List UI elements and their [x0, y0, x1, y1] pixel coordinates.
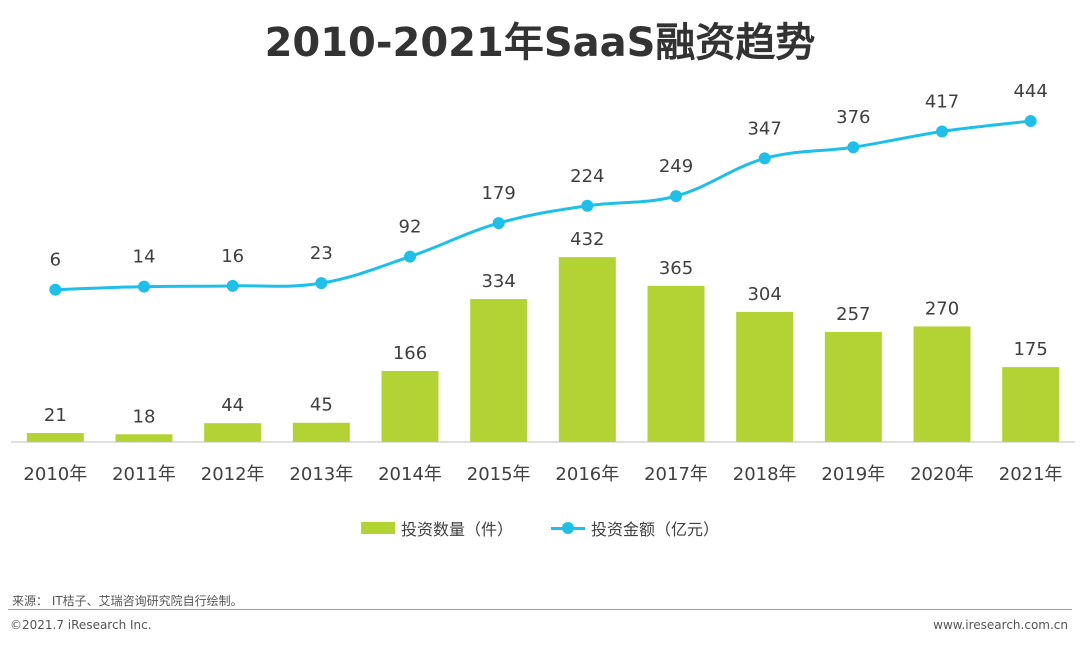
copyright-text: ©2021.7 iResearch Inc. — [10, 618, 152, 632]
x-tick-label: 2013年 — [289, 464, 353, 485]
line-point — [315, 277, 328, 290]
legend-item-line: 投资金额（亿元） — [551, 516, 719, 540]
line-data-label: 444 — [1013, 81, 1047, 102]
bar-data-label: 304 — [747, 284, 781, 305]
chart-legend: 投资数量（件） 投资金额（亿元） — [0, 516, 1080, 540]
line-point — [758, 152, 771, 165]
legend-item-bar: 投资数量（件） — [360, 516, 513, 540]
bar — [26, 433, 84, 442]
x-tick-label: 2016年 — [555, 464, 619, 485]
x-tick-label: 2010年 — [23, 464, 87, 485]
line-point — [492, 217, 505, 230]
bar-data-label: 432 — [570, 229, 604, 250]
line-data-label: 179 — [481, 183, 515, 204]
bar — [736, 311, 794, 442]
line-data-label: 417 — [925, 91, 959, 112]
line-series-amount — [55, 119, 1031, 292]
bar-data-label: 365 — [659, 258, 693, 279]
bar — [824, 332, 882, 442]
line-data-label: 92 — [399, 217, 422, 238]
line-point — [404, 250, 416, 263]
bar — [647, 285, 705, 442]
line-point — [49, 283, 62, 296]
legend-bar-label: 投资数量（件） — [400, 520, 513, 539]
legend-bar-swatch — [360, 522, 395, 534]
source-note: 来源： IT桔子、艾瑞咨询研究院自行绘制。 — [12, 594, 243, 608]
x-tick-label: 2012年 — [201, 464, 265, 485]
line-data-label: 6 — [50, 250, 61, 271]
bar-data-label: 175 — [1013, 339, 1047, 360]
x-tick-label: 2020年 — [910, 464, 974, 485]
line-data-label: 16 — [221, 246, 244, 267]
line-point — [226, 279, 239, 292]
chart-title: 2010-2021年SaaS融资趋势 — [264, 20, 816, 66]
bar-data-label: 257 — [836, 304, 870, 325]
bar — [115, 434, 173, 442]
line-data-label: 14 — [133, 247, 156, 268]
bar — [204, 423, 262, 442]
legend-line-swatch — [551, 522, 585, 534]
website-link[interactable]: www.iresearch.com.cn — [933, 618, 1068, 632]
bar — [913, 326, 971, 442]
bar — [1002, 367, 1060, 442]
bar-data-label: 21 — [44, 405, 67, 426]
line-point — [847, 141, 860, 154]
x-tick-label: 2019年 — [821, 464, 885, 485]
bar-data-label: 270 — [925, 298, 959, 319]
bar — [558, 257, 616, 442]
line-data-label: 23 — [310, 243, 333, 264]
x-tick-label: 2011年 — [112, 464, 176, 485]
bar-data-label: 166 — [393, 343, 427, 364]
line-data-label: 376 — [836, 107, 870, 128]
x-tick-label: 2018年 — [733, 464, 797, 485]
x-tick-label: 2017年 — [644, 464, 708, 485]
bar-data-label: 334 — [481, 271, 515, 292]
bar-data-label: 45 — [310, 395, 333, 416]
footer-divider — [8, 609, 1072, 610]
line-point — [138, 280, 150, 293]
line-point — [581, 199, 594, 212]
line-point — [1024, 115, 1037, 128]
line-point — [670, 190, 682, 203]
bar — [381, 370, 439, 442]
bar-data-label: 44 — [221, 395, 244, 416]
line-data-label: 347 — [747, 118, 781, 139]
line-data-label: 224 — [570, 166, 604, 187]
line-point — [936, 125, 948, 138]
x-tick-label: 2021年 — [999, 464, 1063, 485]
legend-line-label: 投资金额（亿元） — [591, 520, 720, 539]
bar — [292, 422, 350, 442]
line-data-label: 249 — [659, 156, 693, 177]
bar — [470, 299, 528, 442]
bar-data-label: 18 — [133, 406, 156, 427]
x-tick-label: 2015年 — [467, 464, 531, 485]
x-tick-label: 2014年 — [378, 464, 442, 485]
